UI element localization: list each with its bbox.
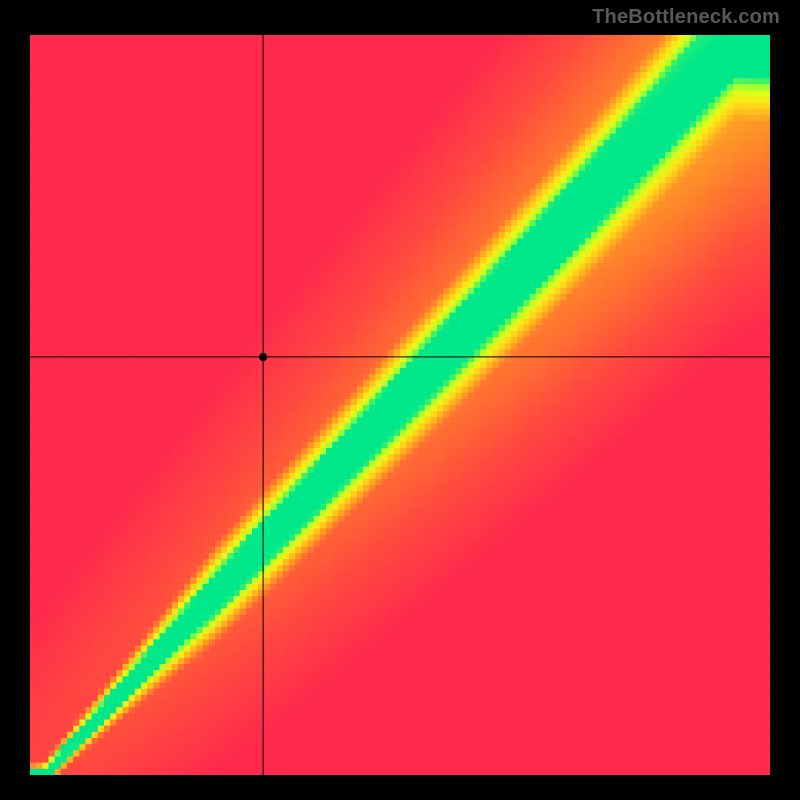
watermark-text: TheBottleneck.com (592, 6, 780, 29)
bottleneck-heatmap (30, 35, 770, 775)
root: TheBottleneck.com (0, 0, 800, 800)
